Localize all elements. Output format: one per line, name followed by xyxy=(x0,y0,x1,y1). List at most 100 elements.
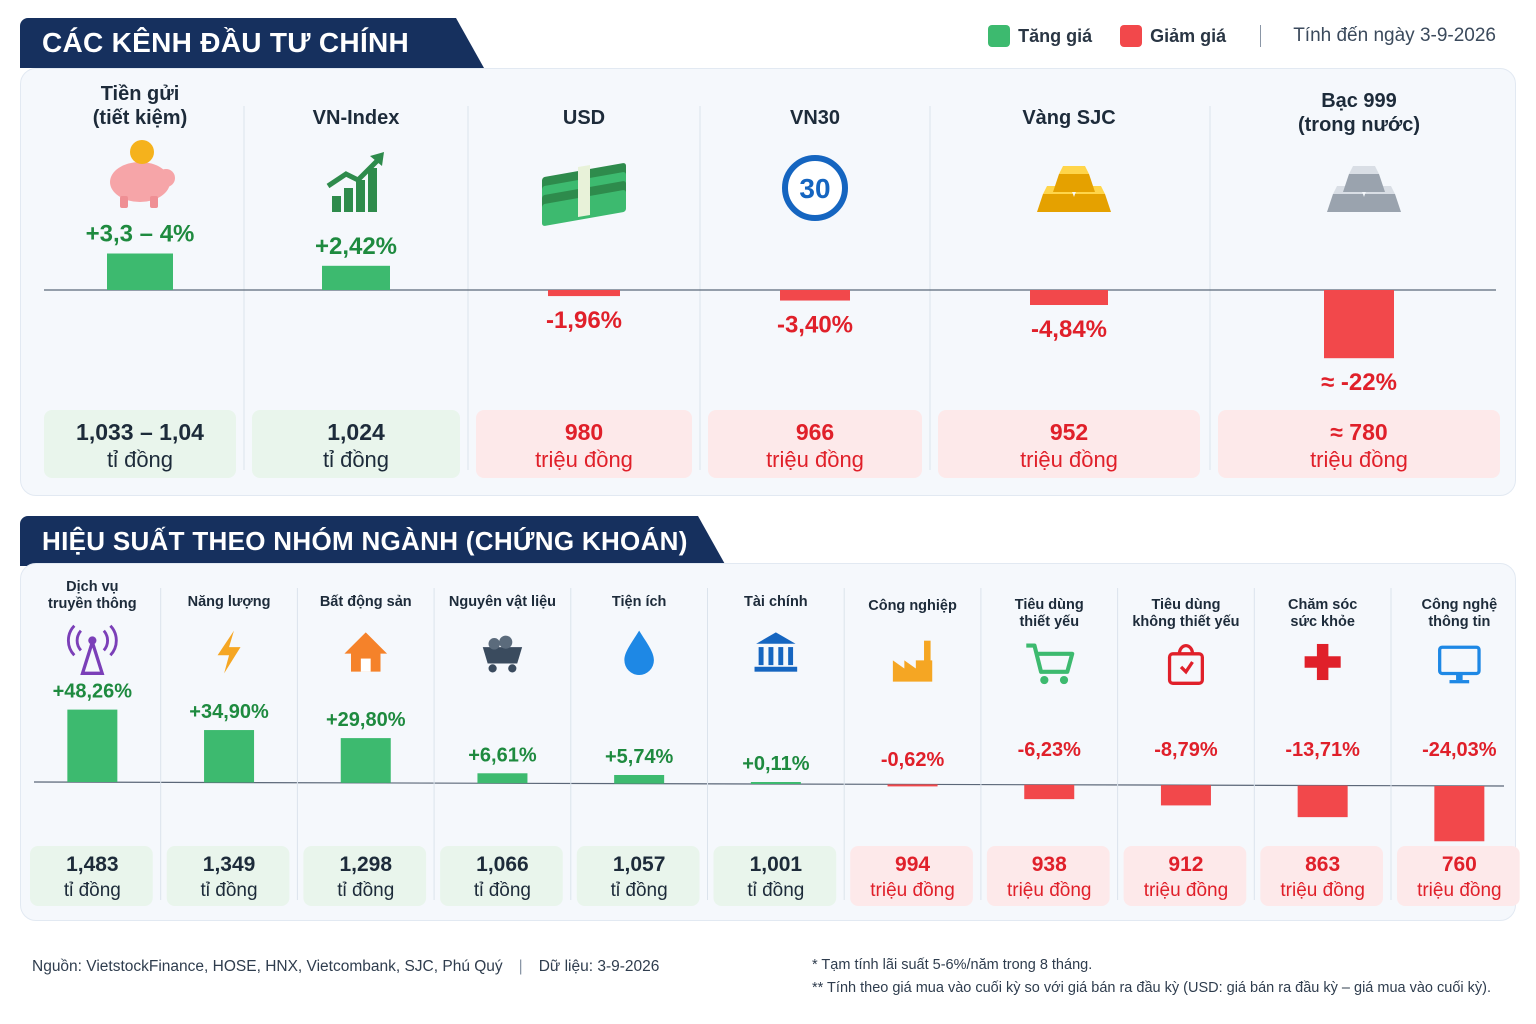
amount-value: 994 xyxy=(895,853,930,876)
data-date: Dữ liệu: 3-9-2026 xyxy=(538,958,660,975)
amount-unit: triệu đồng xyxy=(1280,880,1365,901)
piggy-body xyxy=(110,162,170,202)
amount-unit: tỉ đồng xyxy=(323,447,389,472)
legend: Tăng giá Giảm giá Tính đến ngày 3-9-2026 xyxy=(988,22,1496,50)
amount-value: 952 xyxy=(1050,419,1088,445)
piggy-leg xyxy=(150,196,158,208)
cross-h xyxy=(1304,656,1341,668)
mine-cart-icon xyxy=(482,635,523,673)
category-label: USD xyxy=(563,107,605,129)
source-text: Nguồn: VietstockFinance, HOSE, HNX, Viet… xyxy=(32,958,503,975)
category-label: Vàng SJC xyxy=(1022,107,1115,129)
value-label: -4,84% xyxy=(1031,316,1107,343)
channel-column: Tiền gửi (tiết kiệm) +3,3 – 4% 1,033 – 1,04… xyxy=(44,83,236,478)
value-label: +2,42% xyxy=(315,233,397,260)
legend-down-label: Giảm giá xyxy=(1150,25,1227,46)
value-label: +6,61% xyxy=(468,744,537,766)
amount-box xyxy=(166,846,290,906)
bar xyxy=(107,253,173,290)
gold-bars-icon xyxy=(1037,166,1111,212)
amount-box xyxy=(303,846,427,906)
bar-side xyxy=(1359,194,1401,212)
footer-separator: | xyxy=(518,958,523,975)
legend-down-swatch xyxy=(1120,25,1143,47)
category-label: Tiêu dùng thiết yếu xyxy=(1015,597,1084,630)
sector-column: Tiêu dùng thiết yếu -6,23% 938 triệu đồng xyxy=(980,588,1110,906)
lightning-icon xyxy=(217,630,241,674)
amount-box xyxy=(850,846,973,906)
piggy-leg xyxy=(120,196,128,208)
amount-unit: tỉ đồng xyxy=(474,880,531,901)
value-label: -0,62% xyxy=(881,749,945,771)
amount-box xyxy=(1397,846,1520,906)
amount-box xyxy=(30,846,153,906)
section-title-main-channels: CÁC KÊNH ĐẦU TƯ CHÍNH xyxy=(20,18,484,68)
amount-unit: triệu đồng xyxy=(766,447,864,472)
bar xyxy=(340,738,391,783)
stand-base xyxy=(1449,680,1470,684)
stand xyxy=(1456,673,1463,681)
amount-value: 1,001 xyxy=(750,853,803,876)
column xyxy=(788,647,794,666)
growth-bar xyxy=(344,188,353,212)
category-label: Công nghiệp xyxy=(868,598,957,614)
sector-column: Bất động sản +29,80% 1,298 tỉ đồng xyxy=(296,588,427,906)
amount-value: 912 xyxy=(1168,853,1203,876)
growth-arrow xyxy=(326,156,382,189)
footer: Nguồn: VietstockFinance, HOSE, HNX, Viet… xyxy=(32,958,659,976)
amount-unit: tỉ đồng xyxy=(611,880,668,901)
signal-waves xyxy=(67,624,118,657)
value-label: +29,80% xyxy=(326,709,406,731)
category-label: VN30 xyxy=(790,107,840,129)
amount-unit: triệu đồng xyxy=(1310,447,1408,472)
house-door xyxy=(360,658,371,672)
factory-body xyxy=(892,660,933,682)
sector-column: Nguyên vật liệu +6,61% 1,066 tỉ đồng xyxy=(433,588,563,906)
growth-bar xyxy=(368,168,377,212)
bar xyxy=(780,290,850,301)
column xyxy=(758,647,764,666)
category-label: Năng lượng xyxy=(188,594,271,610)
water-drop-icon xyxy=(624,630,654,675)
amount-box xyxy=(44,410,236,478)
amount-value: 1,298 xyxy=(339,853,392,876)
sector-column: Tiêu dùng không thiết yếu -8,79% 912 triệu đ… xyxy=(1117,588,1247,906)
bar-top xyxy=(1059,166,1089,174)
bar xyxy=(1297,785,1348,818)
amount-value: 760 xyxy=(1442,853,1477,876)
chimney xyxy=(924,640,931,662)
category-label: Nguyên vật liệu xyxy=(449,594,556,610)
factory-icon xyxy=(892,640,933,682)
cash-stack-icon xyxy=(542,163,626,226)
amount-unit: tỉ đồng xyxy=(201,880,258,901)
bar xyxy=(477,773,528,784)
bar-side xyxy=(1053,174,1095,192)
category-label: Tài chính xyxy=(744,594,808,610)
bar-side xyxy=(1069,194,1111,212)
amount-box xyxy=(713,846,837,906)
wheel xyxy=(508,664,517,673)
amount-value: ≈ 780 xyxy=(1330,419,1387,445)
amount-box xyxy=(708,410,922,478)
monitor-icon xyxy=(1438,645,1481,684)
legend-up-label: Tăng giá xyxy=(1018,25,1093,46)
ore xyxy=(499,635,513,649)
piggy-bank-icon xyxy=(110,140,175,208)
bar-side xyxy=(1037,194,1079,212)
growth-arrow-head xyxy=(370,152,384,166)
category-label: Dịch vụ truyền thông xyxy=(48,579,137,612)
footnote-1: * Tạm tính lãi suất 5-6%/năm trong 8 thá… xyxy=(812,957,1093,973)
amount-unit: triệu đồng xyxy=(1007,880,1092,901)
bar xyxy=(67,709,118,782)
amount-box xyxy=(1218,410,1500,478)
amount-box xyxy=(986,846,1110,906)
amount-unit: tỉ đồng xyxy=(64,880,121,901)
coin xyxy=(130,140,154,164)
value-label: -13,71% xyxy=(1285,739,1360,761)
badge-text: 30 xyxy=(799,173,830,204)
as-of-date: Tính đến ngày 3-9-2026 xyxy=(1293,25,1496,46)
cart-wheel xyxy=(1040,675,1049,685)
bar xyxy=(614,774,665,784)
value-label: ≈ -22% xyxy=(1321,369,1397,396)
amount-value: 1,033 – 1,04 xyxy=(76,419,204,445)
